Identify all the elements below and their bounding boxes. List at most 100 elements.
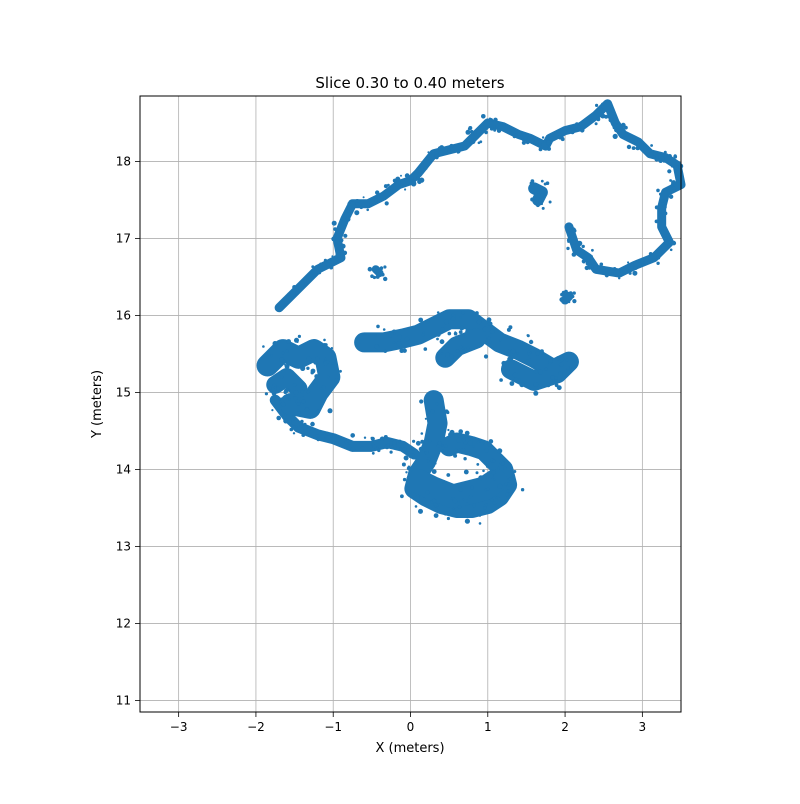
scatter-point: [533, 369, 538, 374]
scatter-point: [388, 334, 392, 338]
scatter-point: [462, 438, 466, 442]
scatter-point: [567, 227, 572, 232]
scatter-point: [310, 421, 315, 427]
scatter-point: [456, 437, 462, 443]
data-points: [256, 99, 686, 525]
scatter-point: [317, 265, 321, 269]
scatter-point: [341, 220, 347, 226]
scatter-point: [627, 269, 631, 273]
scatter-point: [441, 444, 444, 447]
scatter-point: [530, 179, 535, 184]
scatter-point: [422, 331, 425, 335]
scatter-point: [539, 349, 544, 354]
scatter-point: [545, 135, 549, 138]
scatter-point: [411, 453, 416, 457]
scatter-point: [537, 184, 541, 188]
scatter-point: [465, 499, 469, 503]
scatter-point: [479, 342, 482, 345]
scatter-point: [383, 190, 387, 193]
scatter-point: [658, 210, 662, 214]
scatter-point: [490, 498, 494, 502]
scatter-point: [633, 266, 638, 270]
scatter-point: [459, 325, 465, 331]
scatter-point: [468, 494, 473, 499]
scatter-point: [446, 516, 450, 521]
scatter-point: [399, 440, 403, 444]
scatter-point: [414, 505, 418, 508]
scatter-point: [656, 255, 661, 260]
scatter-point: [292, 285, 297, 290]
scatter-point: [596, 117, 601, 122]
scatter-point: [416, 172, 419, 175]
scatter-point: [425, 319, 430, 324]
scatter-point: [335, 440, 339, 444]
scatter-point: [654, 219, 659, 224]
scatter-point: [374, 334, 377, 337]
scatter-point: [466, 141, 471, 145]
scatter-point: [595, 103, 599, 107]
scatter-point: [334, 378, 340, 383]
scatter-point: [510, 348, 516, 354]
scatter-point: [337, 245, 343, 251]
scatter-point: [533, 390, 539, 396]
scatter-point: [296, 341, 299, 343]
scatter-point: [444, 444, 448, 448]
scatter-point: [659, 192, 663, 196]
scatter-point: [475, 311, 479, 315]
scatter-point: [280, 375, 284, 379]
scatter-point: [663, 234, 667, 238]
scatter-point: [612, 267, 617, 271]
scatter-point: [456, 149, 461, 154]
scatter-point: [590, 259, 595, 265]
scatter-point: [270, 354, 273, 358]
scatter-point: [614, 128, 619, 133]
scatter-point: [325, 262, 330, 267]
scatter-point: [612, 133, 618, 139]
scatter-point: [271, 409, 274, 412]
scatter-point: [612, 125, 616, 130]
scatter-point: [367, 266, 373, 272]
scatter-point: [512, 475, 515, 478]
scatter-point: [404, 336, 410, 342]
scatter-point: [483, 506, 487, 510]
scatter-point: [624, 132, 628, 136]
scatter-point: [363, 436, 367, 439]
scatter-point: [554, 376, 558, 380]
scatter-point: [594, 122, 598, 126]
scatter-point: [302, 383, 307, 387]
scatter-point: [550, 375, 556, 380]
scatter-point: [440, 327, 445, 332]
scatter-point: [331, 236, 337, 242]
y-tick-label: 14: [116, 462, 131, 476]
scatter-point: [326, 360, 330, 364]
scatter-point: [487, 336, 491, 340]
scatter-point: [424, 417, 427, 420]
scatter-point: [566, 366, 570, 370]
scatter-point: [375, 274, 380, 279]
scatter-point: [292, 383, 297, 387]
scatter-point: [418, 446, 424, 452]
scatter-point: [428, 439, 432, 443]
scatter-point: [469, 129, 474, 134]
scatter-point: [476, 463, 480, 466]
scatter-point: [322, 343, 328, 349]
scatter-point: [538, 147, 543, 152]
scatter-point: [468, 126, 473, 130]
scatter-point: [335, 252, 341, 258]
scatter-point: [418, 508, 423, 514]
scatter-point: [283, 418, 289, 424]
scatter-point: [463, 469, 469, 475]
scatter-point: [488, 473, 494, 479]
scatter-point: [604, 114, 609, 119]
scatter-point: [330, 435, 333, 438]
scatter-point: [412, 439, 416, 443]
scatter-point: [613, 117, 617, 122]
scatter-point: [475, 471, 479, 475]
scatter-point: [513, 470, 517, 473]
scatter-point: [486, 317, 492, 323]
scatter-point: [285, 349, 289, 353]
scatter-point: [493, 478, 496, 481]
scatter-point: [497, 483, 503, 489]
scatter-point: [436, 337, 439, 341]
scatter-point: [287, 420, 292, 425]
